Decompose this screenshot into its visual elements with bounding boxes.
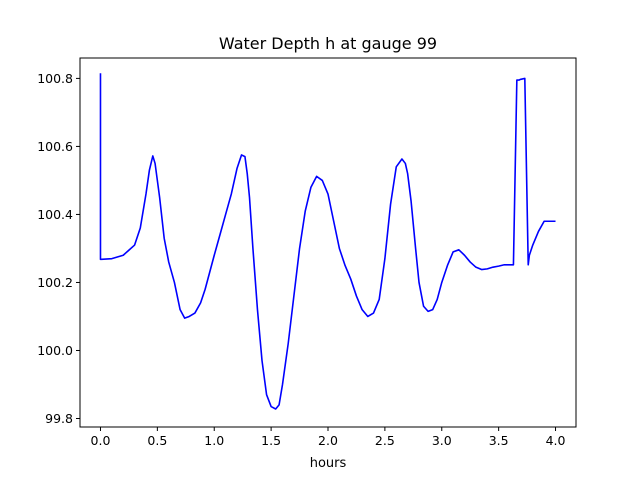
x-tick-label: 2.0: [318, 433, 338, 448]
y-tick-label: 100.4: [37, 207, 73, 222]
x-tick-label: 2.5: [375, 433, 395, 448]
y-tick-label: 100.8: [37, 71, 73, 86]
x-tick-label: 3.0: [432, 433, 452, 448]
x-tick-label: 1.5: [261, 433, 281, 448]
y-tick-label: 100.2: [37, 275, 73, 290]
y-tick-label: 100.0: [37, 343, 73, 358]
x-tick-label: 3.5: [489, 433, 509, 448]
x-tick-label: 1.0: [204, 433, 224, 448]
ticks-layer: 0.0 0.5 1.0 1.5 2.0 2.5 3.0 3.5 4.0 99.8 100.0 100.…: [37, 71, 565, 448]
y-tick-label: 99.8: [45, 411, 73, 426]
y-tick-label: 100.6: [37, 139, 73, 154]
x-tick-label: 0.0: [91, 433, 111, 448]
plot-area-frame: [79, 57, 577, 428]
series-line: [99, 73, 556, 410]
x-tick-label: 0.5: [147, 433, 167, 448]
chart-title: Water Depth h at gauge 99: [219, 34, 437, 53]
plot-layer: [99, 73, 556, 410]
x-axis-label: hours: [310, 456, 347, 471]
x-tick-label: 4.0: [546, 433, 566, 448]
